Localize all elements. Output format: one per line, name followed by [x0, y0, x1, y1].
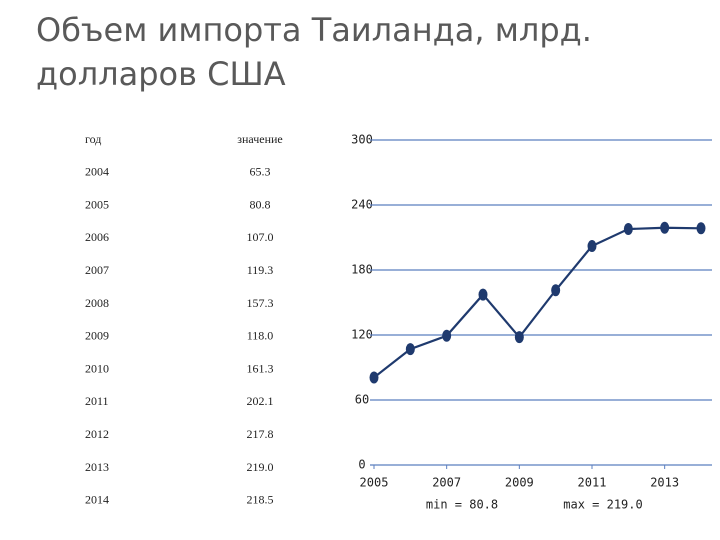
- table-cell: 217.8: [247, 427, 274, 441]
- table-cell: 2007: [85, 263, 109, 277]
- y-tick-label: 60: [355, 393, 369, 407]
- table-cell: 2013: [85, 460, 109, 474]
- y-tick-label: 0: [358, 458, 365, 472]
- table-cell: 2012: [85, 427, 109, 441]
- table-cell: 161.3: [247, 361, 274, 375]
- table-cell: 2006: [85, 230, 109, 244]
- point: [660, 221, 670, 234]
- table-cell: 2005: [85, 197, 109, 211]
- table-cell: 119.3: [247, 263, 274, 277]
- table-cell: 2011: [85, 394, 109, 408]
- table-cell: 2008: [85, 296, 109, 310]
- point: [369, 371, 379, 384]
- point: [478, 288, 488, 301]
- point: [587, 240, 597, 253]
- table-cell: 157.3: [247, 296, 274, 310]
- table-cell: 2004: [85, 165, 109, 179]
- table-cell: 2014: [85, 493, 109, 507]
- table-cell: 65.3: [250, 165, 271, 179]
- table-header: значение: [237, 132, 283, 146]
- table-cell: 2010: [85, 361, 109, 375]
- y-tick-label: 120: [351, 328, 373, 342]
- point: [696, 222, 706, 235]
- title-line: Объем импорта Таиланда, млрд.: [36, 11, 592, 49]
- x-tick-label: 2007: [432, 476, 461, 490]
- table-header: год: [85, 132, 101, 146]
- point: [551, 284, 561, 297]
- annotation: max = 219.0: [563, 498, 642, 512]
- x-tick-label: 2005: [360, 476, 389, 490]
- title-line: долларов США: [36, 55, 286, 93]
- point: [623, 223, 633, 236]
- annotation: min = 80.8: [426, 498, 498, 512]
- table-cell: 107.0: [247, 230, 274, 244]
- x-tick-label: 2011: [578, 476, 607, 490]
- y-tick-label: 300: [351, 133, 373, 147]
- y-tick-label: 240: [351, 198, 373, 212]
- table-cell: 218.5: [247, 493, 274, 507]
- y-tick-label: 180: [351, 263, 373, 277]
- table-cell: 219.0: [247, 460, 274, 474]
- table-cell: 80.8: [250, 197, 271, 211]
- line: [373, 226, 702, 379]
- table-cell: 118.0: [247, 329, 274, 343]
- point: [405, 343, 415, 356]
- x-tick-label: 2009: [505, 476, 534, 490]
- x-tick-label: 2013: [650, 476, 679, 490]
- table-cell: 202.1: [247, 394, 274, 408]
- point: [514, 331, 524, 344]
- title: Объем импорта Таиланда, млрд. долларов С…: [36, 8, 592, 96]
- point: [442, 329, 452, 342]
- table-cell: 2009: [85, 329, 109, 343]
